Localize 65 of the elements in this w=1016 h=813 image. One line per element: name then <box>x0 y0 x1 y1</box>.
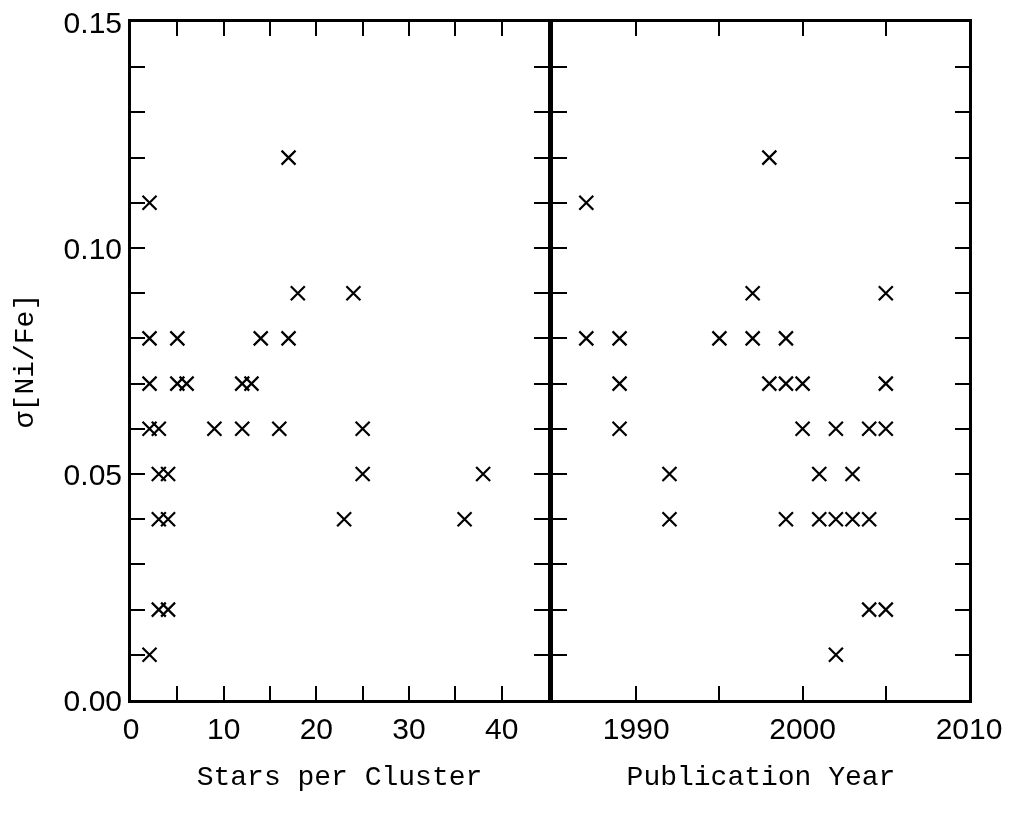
point <box>271 420 288 437</box>
point <box>150 511 167 528</box>
point <box>611 375 628 392</box>
point <box>159 511 177 528</box>
point <box>761 149 778 166</box>
point <box>827 646 844 663</box>
point <box>141 194 158 211</box>
point <box>243 375 260 392</box>
x-tick-label: 30 <box>392 712 426 745</box>
point <box>141 330 158 347</box>
point <box>289 285 306 302</box>
x-tick-label: 20 <box>299 712 334 745</box>
point <box>611 420 628 437</box>
y-axis-title: σ[Ni/Fe] <box>10 293 42 429</box>
point <box>811 465 828 483</box>
point <box>456 511 473 528</box>
point <box>150 465 167 483</box>
point <box>827 420 844 437</box>
point <box>159 465 177 483</box>
point <box>169 375 186 392</box>
point <box>178 375 195 392</box>
x-axis-title: Stars per Cluster <box>196 762 483 794</box>
point <box>141 375 158 392</box>
x-tick-label: 40 <box>484 712 519 745</box>
point <box>150 601 167 618</box>
point <box>611 330 628 347</box>
point <box>252 330 269 347</box>
point <box>844 465 861 483</box>
x-tick-label: 2010 <box>935 712 1003 745</box>
point <box>141 420 158 437</box>
point <box>345 285 362 302</box>
x-axis-title: Publication Year <box>626 762 896 794</box>
point <box>141 646 158 663</box>
point <box>354 420 371 437</box>
x-tick-label: 10 <box>206 712 241 745</box>
point <box>234 375 251 392</box>
point <box>578 194 595 211</box>
point <box>354 465 371 483</box>
x-tick-label: 0 <box>122 712 140 745</box>
point <box>744 330 761 347</box>
x-tick-label: 2000 <box>769 712 836 745</box>
point <box>744 285 761 302</box>
x-tick-label: 1990 <box>602 712 670 745</box>
point <box>336 511 353 528</box>
y-tick-label: 0.15 <box>63 5 122 39</box>
point <box>661 465 678 483</box>
point <box>877 285 894 302</box>
point <box>159 601 177 618</box>
point <box>578 330 595 347</box>
point <box>794 420 811 437</box>
point <box>169 330 186 347</box>
point <box>711 330 728 347</box>
point <box>777 511 795 528</box>
y-tick-label: 0.00 <box>63 683 122 717</box>
y-tick-label: 0.05 <box>63 457 122 491</box>
point <box>280 330 297 347</box>
point <box>280 149 297 166</box>
point <box>877 375 894 392</box>
point <box>661 511 678 528</box>
point <box>475 465 492 483</box>
point <box>206 420 223 437</box>
point <box>234 420 251 437</box>
point <box>777 330 795 347</box>
y-tick-label: 0.10 <box>63 231 122 265</box>
point <box>150 420 167 437</box>
